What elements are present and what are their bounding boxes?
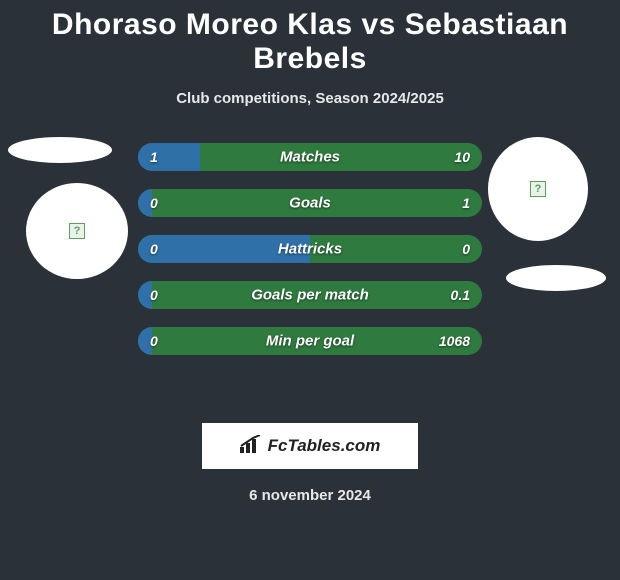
stat-label: Hattricks xyxy=(138,241,482,258)
page-subtitle: Club competitions, Season 2024/2025 xyxy=(0,90,620,107)
placeholder-icon: ? xyxy=(69,223,85,239)
stat-label: Goals xyxy=(138,195,482,212)
watermark-icon xyxy=(240,435,262,458)
stat-label: Min per goal xyxy=(138,333,482,350)
player-left-shadow xyxy=(8,137,112,163)
player-left-avatar: ? xyxy=(26,183,128,279)
footer-date: 6 november 2024 xyxy=(0,487,620,504)
stat-right-value: 0.1 xyxy=(451,287,470,303)
stat-bar: 0 Goals per match 0.1 xyxy=(138,281,482,309)
stat-right-value: 1068 xyxy=(439,333,470,349)
stat-bars: 1 Matches 10 0 Goals 1 0 Hattricks 0 0 G… xyxy=(138,143,482,373)
watermark-text: FcTables.com xyxy=(268,436,381,456)
page-title: Dhoraso Moreo Klas vs Sebastiaan Brebels xyxy=(0,0,620,76)
stat-right-value: 0 xyxy=(462,241,470,257)
stat-bar: 0 Hattricks 0 xyxy=(138,235,482,263)
stat-bar: 1 Matches 10 xyxy=(138,143,482,171)
placeholder-icon: ? xyxy=(530,181,546,197)
player-right-shadow xyxy=(506,265,606,291)
stat-label: Matches xyxy=(138,149,482,166)
stat-label: Goals per match xyxy=(138,287,482,304)
stat-bar: 0 Goals 1 xyxy=(138,189,482,217)
stat-bar: 0 Min per goal 1068 xyxy=(138,327,482,355)
comparison-stage: ? ? 1 Matches 10 0 Goals 1 0 Hattricks 0 xyxy=(0,143,620,403)
player-right-avatar: ? xyxy=(488,137,588,241)
stat-right-value: 10 xyxy=(454,149,470,165)
stat-right-value: 1 xyxy=(462,195,470,211)
watermark: FcTables.com xyxy=(202,423,418,469)
